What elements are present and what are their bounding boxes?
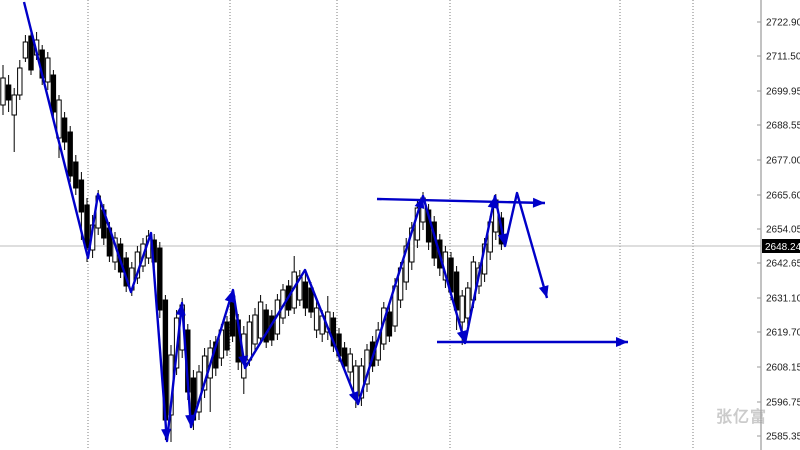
candle-bearish [224, 321, 230, 351]
current-price-tag-label: 2648.24 [765, 242, 800, 253]
zigzag-arrowhead[interactable] [538, 285, 549, 298]
horizontal-arrow-line[interactable] [376, 197, 546, 205]
candle-bullish [257, 301, 264, 339]
candle-bullish [459, 295, 465, 323]
candle-bullish [17, 67, 23, 96]
candle-bullish [45, 57, 51, 83]
candle-bearish [341, 347, 348, 367]
candle-bullish [22, 41, 29, 59]
candle-bearish [386, 311, 393, 337]
zigzag-arrowhead[interactable] [185, 414, 196, 427]
zigzag-arrowhead[interactable] [456, 330, 467, 343]
candle-bearish [330, 317, 337, 347]
price-axis-label: 2677.00 [766, 156, 800, 167]
current-price-tag [762, 239, 800, 253]
horizontal-arrowhead[interactable] [616, 337, 628, 347]
candle-bullish [252, 314, 258, 345]
candle-bearish [5, 84, 12, 101]
price-axis-label: 2688.55 [766, 121, 800, 132]
candle-bearish [61, 117, 68, 143]
candle-bearish [302, 281, 309, 309]
zigzag-arrowhead[interactable] [414, 196, 425, 209]
zigzag-trendline[interactable] [22, 1, 549, 443]
watermark-text: 张亿富 [716, 407, 768, 426]
candle-bearish [263, 309, 269, 343]
zigzag-arrowhead[interactable] [238, 355, 249, 368]
candle-bearish [28, 35, 34, 71]
candle-bullish [297, 275, 303, 301]
price-axis-label: 2585.35 [766, 432, 800, 443]
candle-bearish [78, 179, 85, 213]
zigzag-arrowhead[interactable] [224, 290, 235, 303]
candle-bearish [67, 131, 73, 177]
horizontal-arrowhead[interactable] [532, 197, 545, 208]
price-axis-label: 2699.95 [766, 87, 800, 98]
zigzag-arrowhead[interactable] [497, 233, 508, 246]
candle-bearish [73, 161, 79, 189]
candle-bullish [358, 365, 365, 399]
price-axis-label: 2654.05 [766, 225, 800, 236]
candle-bearish [84, 204, 90, 249]
price-axis-label: 2619.70 [766, 328, 800, 339]
candle-bullish [11, 94, 17, 116]
price-axis-label: 2642.65 [766, 259, 800, 270]
candle-bullish [246, 321, 253, 361]
zigzag-arrowhead[interactable] [175, 303, 186, 316]
price-axis-label: 2608.15 [766, 363, 800, 374]
price-axis-label: 2596.75 [766, 398, 800, 409]
candle-bearish [50, 74, 57, 113]
price-axis-label: 2631.10 [766, 294, 800, 305]
candle-bullish [465, 287, 471, 319]
price-axis-label: 2722.90 [766, 18, 800, 29]
zigzag-arrowhead[interactable] [161, 428, 172, 441]
price-axis-label: 2711.50 [766, 52, 800, 63]
candle-bullish [347, 353, 353, 373]
candle-bullish [0, 77, 6, 106]
zigzag-arrowhead[interactable] [348, 391, 359, 404]
price-axis-label: 2665.60 [766, 191, 800, 202]
candle-bearish [157, 247, 163, 311]
candle-bullish [313, 307, 320, 331]
